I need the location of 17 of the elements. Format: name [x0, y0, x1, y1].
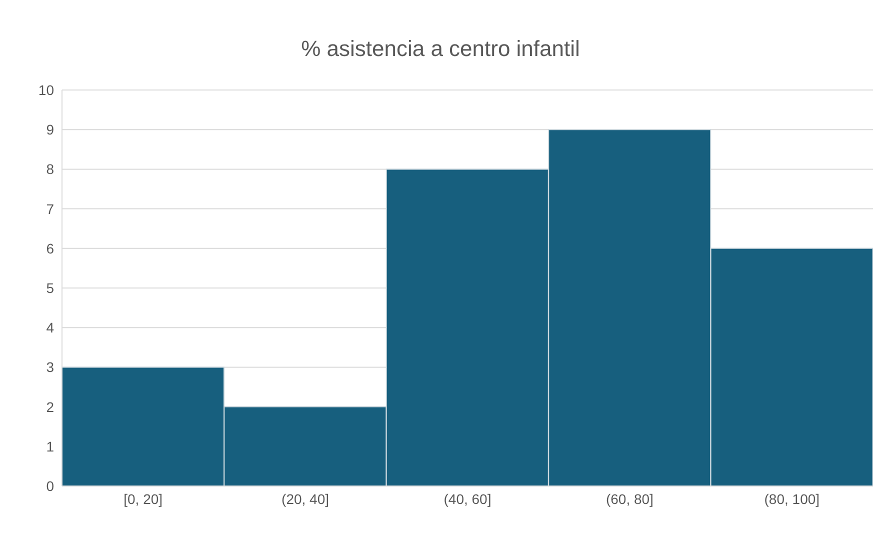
y-tick-label: 3 — [46, 359, 54, 376]
y-tick-label: 1 — [46, 438, 54, 454]
y-tick-label: 2 — [46, 398, 54, 415]
y-tick-label: 10 — [38, 82, 54, 98]
y-tick-label: 7 — [46, 200, 54, 217]
y-tick-label: 8 — [46, 161, 54, 178]
y-tick-label: 6 — [46, 240, 54, 256]
x-tick-label: (20, 40] — [282, 490, 330, 507]
y-tick-label: 5 — [46, 280, 54, 296]
x-tick-label: (40, 60] — [444, 490, 492, 507]
chart-title: % asistencia a centro infantil — [300, 35, 581, 63]
x-tick-label: (80, 100] — [764, 490, 820, 507]
x-tick-label: [0, 20] — [124, 490, 163, 507]
y-tick-label: 4 — [46, 320, 54, 336]
y-tick-label: 9 — [46, 122, 54, 138]
y-tick-label: 0 — [46, 478, 54, 494]
x-tick-label: (60, 80] — [606, 490, 654, 507]
